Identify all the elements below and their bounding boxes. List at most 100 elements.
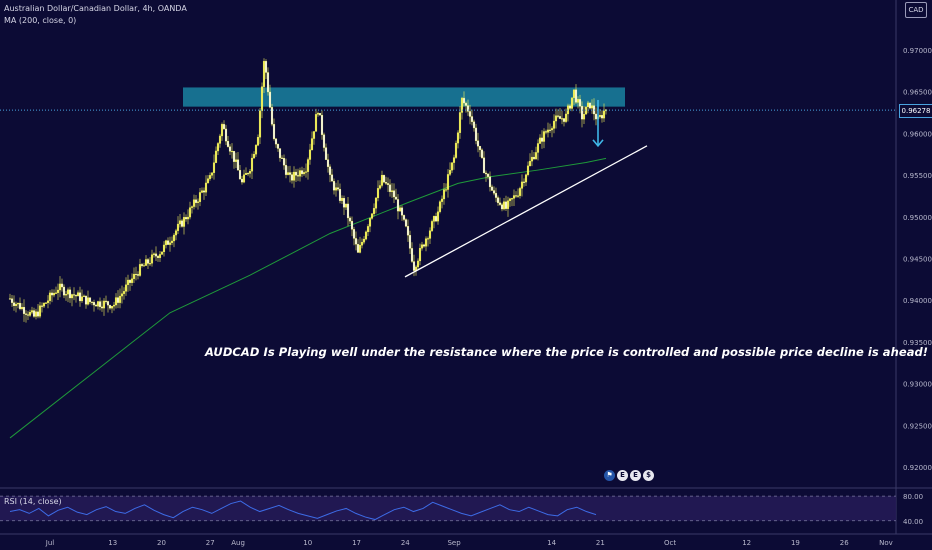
candle[interactable] [564,113,568,122]
candle[interactable] [576,99,580,103]
candle[interactable] [84,295,88,305]
candle[interactable] [260,86,264,111]
candle[interactable] [516,195,520,197]
candle[interactable] [26,314,30,316]
candle[interactable] [544,131,548,133]
candle[interactable] [200,190,204,193]
candle[interactable] [280,157,284,159]
candle[interactable] [518,188,522,196]
candle[interactable] [434,216,438,222]
candle[interactable] [562,118,566,122]
candle[interactable] [380,174,384,186]
candle[interactable] [258,110,262,138]
candle[interactable] [194,199,198,203]
candle[interactable] [282,158,286,166]
candle[interactable] [394,196,398,200]
candle[interactable] [122,291,126,294]
candle[interactable] [464,102,468,106]
candle[interactable] [490,186,494,191]
candle[interactable] [600,115,604,119]
candle[interactable] [28,312,32,316]
candle[interactable] [22,306,26,314]
candle[interactable] [36,311,40,317]
candle[interactable] [266,72,270,93]
candle[interactable] [310,138,314,151]
candle[interactable] [554,115,558,122]
candle[interactable] [478,146,482,151]
candle[interactable] [548,129,552,131]
candle[interactable] [206,178,210,184]
candle[interactable] [550,128,554,131]
candle[interactable] [222,124,226,130]
candle[interactable] [140,264,144,266]
candle[interactable] [98,301,102,308]
candle[interactable] [80,296,84,302]
candle[interactable] [108,305,112,309]
candle[interactable] [412,261,416,271]
candle[interactable] [334,187,338,191]
candle[interactable] [560,118,564,120]
candle[interactable] [498,202,502,205]
candle[interactable] [152,253,156,255]
candle[interactable] [574,89,578,103]
candle[interactable] [586,102,590,108]
candle[interactable] [134,273,138,276]
candle[interactable] [180,220,184,227]
candle[interactable] [556,115,560,117]
candle[interactable] [588,102,592,109]
candle[interactable] [362,238,366,243]
candle[interactable] [224,128,228,142]
candle[interactable] [472,121,476,129]
candle[interactable] [190,206,194,208]
candle[interactable] [392,190,396,198]
candle[interactable] [532,156,536,160]
candle[interactable] [52,292,56,296]
candle[interactable] [30,310,34,313]
candle[interactable] [388,184,392,192]
candle[interactable] [306,159,310,172]
candle[interactable] [328,166,332,175]
candle[interactable] [126,279,130,285]
candle[interactable] [78,292,82,302]
candle[interactable] [262,61,266,87]
candle[interactable] [390,190,394,192]
candle[interactable] [286,172,290,175]
candle[interactable] [76,292,80,297]
candle[interactable] [42,303,46,307]
candle[interactable] [514,195,518,197]
flag-icon[interactable]: ⚑ [604,470,615,481]
candle[interactable] [60,283,64,288]
resistance-zone[interactable] [183,87,625,107]
candle[interactable] [342,198,346,208]
candle[interactable] [318,112,322,116]
earnings-icon[interactable]: E [630,470,641,481]
candle[interactable] [582,114,586,120]
candle[interactable] [86,297,90,305]
candle[interactable] [218,135,222,144]
candle[interactable] [500,204,504,210]
candle[interactable] [454,142,458,158]
candle[interactable] [332,181,336,191]
candle[interactable] [590,105,594,109]
candle[interactable] [120,293,124,297]
candle[interactable] [178,220,182,225]
candle[interactable] [124,284,128,292]
candle[interactable] [458,112,462,133]
candle[interactable] [284,165,288,175]
candle[interactable] [482,157,486,174]
candle[interactable] [352,229,356,239]
candle[interactable] [46,300,50,303]
candle[interactable] [538,137,542,144]
candle[interactable] [300,170,304,175]
candle[interactable] [90,301,94,303]
candle[interactable] [552,120,556,129]
candle[interactable] [456,132,460,144]
candle[interactable] [372,208,376,214]
candle[interactable] [402,215,406,220]
candle[interactable] [384,182,388,184]
candle[interactable] [150,254,154,264]
candle[interactable] [192,199,196,207]
candle[interactable] [24,313,28,315]
candle[interactable] [20,306,24,310]
